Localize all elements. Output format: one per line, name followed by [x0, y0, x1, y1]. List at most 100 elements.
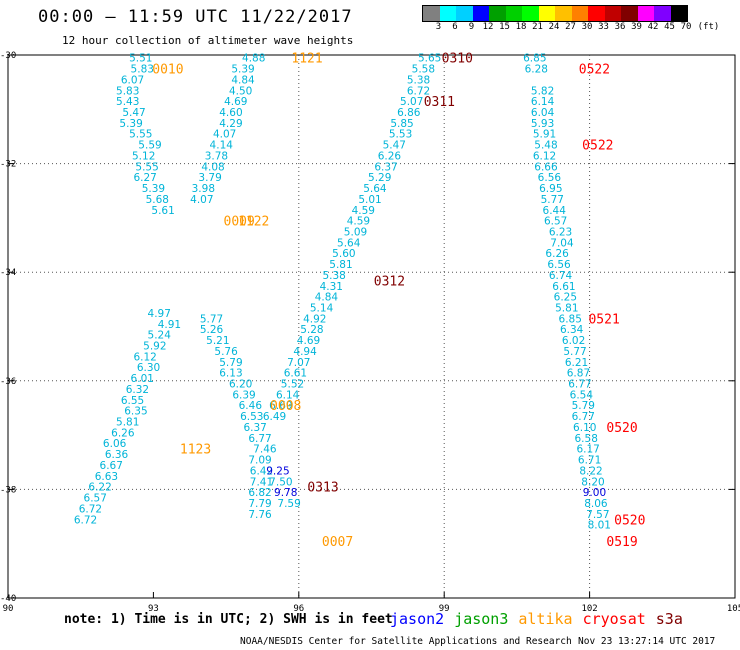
- wave-height-value: 3.98: [192, 183, 215, 195]
- wave-height-value: 4.69: [297, 335, 320, 347]
- wave-height-value: 6.61: [552, 281, 575, 293]
- wave-height-value: 5.76: [214, 346, 238, 358]
- pass-time-label: 0312: [374, 274, 405, 289]
- wave-height-value: 5.51: [129, 53, 152, 65]
- wave-height-value: 4.14: [210, 140, 234, 152]
- legend-swatch: [571, 6, 588, 21]
- wave-height-value: 5.61: [151, 205, 174, 217]
- pass-time-label: 1123: [180, 443, 211, 458]
- wave-height-value: 4.84: [231, 74, 255, 86]
- wave-height-value: 6.34: [560, 324, 584, 336]
- wave-height-value: 6.69: [269, 400, 292, 412]
- wave-height-value: 6.04: [531, 107, 555, 119]
- pass-time-label: 0521: [588, 312, 619, 327]
- x-tick-label: 90: [3, 604, 14, 614]
- wave-height-value: 6.86: [397, 107, 421, 119]
- wave-height-value: 5.58: [412, 64, 435, 76]
- wave-height-value: 6.26: [545, 248, 569, 260]
- wave-height-value: 6.12: [533, 150, 556, 162]
- wave-height-value: 7.76: [248, 509, 272, 521]
- legend-label: 36: [614, 22, 626, 32]
- wave-height-value: 6.14: [531, 96, 555, 108]
- legend-swatch: [472, 6, 489, 21]
- wave-height-value: 6.85: [523, 53, 546, 65]
- wave-height-value: 4.31: [320, 281, 343, 293]
- wave-height-value: 5.01: [358, 194, 381, 206]
- wave-height-value: 5.85: [390, 118, 413, 130]
- wave-height-value: 6.37: [374, 161, 397, 173]
- legend-swatch: [654, 6, 671, 21]
- mission-jason2: jason2: [390, 610, 445, 628]
- wave-height-value: 5.77: [541, 194, 564, 206]
- pass-time-label: 0522: [582, 139, 613, 154]
- wave-height-value: 5.48: [534, 140, 557, 152]
- wave-height-value: 6.37: [243, 422, 266, 434]
- wave-height-value: 7.57: [586, 509, 609, 521]
- wave-height-value: 5.52: [281, 379, 304, 391]
- pass-time-label: 0007: [322, 535, 353, 550]
- pass-time-label: 1122: [238, 215, 269, 230]
- wave-height-value: 6.35: [124, 406, 147, 418]
- pass-time-label: 0313: [307, 481, 338, 496]
- wave-height-value: 6.28: [525, 64, 548, 76]
- legend-label: 33: [598, 22, 609, 32]
- wave-height-value: 5.64: [363, 183, 387, 195]
- wave-height-value: 6.95: [539, 183, 562, 195]
- wave-height-value: 6.74: [549, 270, 573, 282]
- mission-cryosat: cryosat: [582, 610, 646, 628]
- mission-jason3: jason3: [454, 610, 509, 628]
- wave-height-value: 6.46: [239, 400, 263, 412]
- wave-height-value: 9.78: [274, 487, 297, 499]
- wave-height-value: 6.06: [103, 438, 127, 450]
- generated-timestamp: Nov 23 13:27:14 UTC 2017: [578, 636, 716, 647]
- wave-height-value: 4.69: [224, 96, 247, 108]
- wave-height-value: 5.77: [200, 313, 223, 325]
- x-tick-label: 96: [293, 604, 304, 614]
- color-scale-legend: [422, 5, 688, 22]
- page-subtitle: 12 hour collection of altimeter wave hei…: [62, 34, 354, 47]
- mission-s3a: s3a: [655, 610, 683, 628]
- wave-height-value: 6.66: [534, 161, 558, 173]
- wave-height-value: 5.65: [418, 53, 441, 65]
- wave-height-value: 5.81: [555, 302, 578, 314]
- legend-swatch: [588, 6, 605, 21]
- wave-height-value: 6.02: [562, 335, 585, 347]
- mission-altika: altika: [518, 610, 573, 628]
- wave-height-value: 7.46: [253, 444, 277, 456]
- wave-height-value: 6.32: [126, 384, 149, 396]
- wave-height-value: 7.09: [248, 455, 271, 467]
- wave-height-value: 4.84: [315, 292, 339, 304]
- wave-height-value: 6.10: [573, 422, 596, 434]
- legend-label: 15: [499, 22, 510, 32]
- pass-time-label: 0009: [224, 215, 255, 230]
- wave-height-value: 5.12: [132, 150, 155, 162]
- legend-swatch: [456, 6, 473, 21]
- footer-note: note: 1) Time is in UTC; 2) SWH is in fe…: [64, 612, 393, 627]
- wave-height-value: 4.94: [293, 346, 317, 358]
- wave-height-value: 5.53: [389, 129, 412, 141]
- wave-height-value: 5.93: [531, 118, 554, 130]
- legend-label: 42: [647, 22, 659, 32]
- wave-height-value: 3.79: [198, 172, 221, 184]
- wave-height-value: 5.81: [329, 259, 352, 271]
- wave-height-value: 5.64: [337, 237, 361, 249]
- wave-height-value: 5.24: [148, 330, 172, 342]
- credit-line: NOAA/NESDIS Center for Satellite Applica…: [240, 636, 572, 647]
- wave-height-value: 6.63: [95, 471, 118, 483]
- legend-swatch: [423, 6, 440, 21]
- wave-height-value: 6.30: [137, 362, 160, 374]
- wave-height-value: 5.43: [116, 96, 139, 108]
- wave-height-value: 3.78: [205, 150, 228, 162]
- legend-swatch: [637, 6, 654, 21]
- wave-height-value: 5.39: [142, 183, 165, 195]
- wave-height-value: 6.20: [229, 379, 252, 391]
- page-title: 00:00 – 11:59 UTC 11/22/2017: [38, 7, 353, 27]
- wave-height-value: 4.59: [347, 216, 370, 228]
- wave-height-value: 6.36: [105, 449, 129, 461]
- wave-height-value: 6.77: [572, 411, 595, 423]
- wave-height-value: 6.72: [407, 85, 430, 97]
- wave-height-value: 4.29: [219, 118, 242, 130]
- wave-height-value: 6.07: [121, 74, 144, 86]
- x-tick-label: 93: [148, 604, 159, 614]
